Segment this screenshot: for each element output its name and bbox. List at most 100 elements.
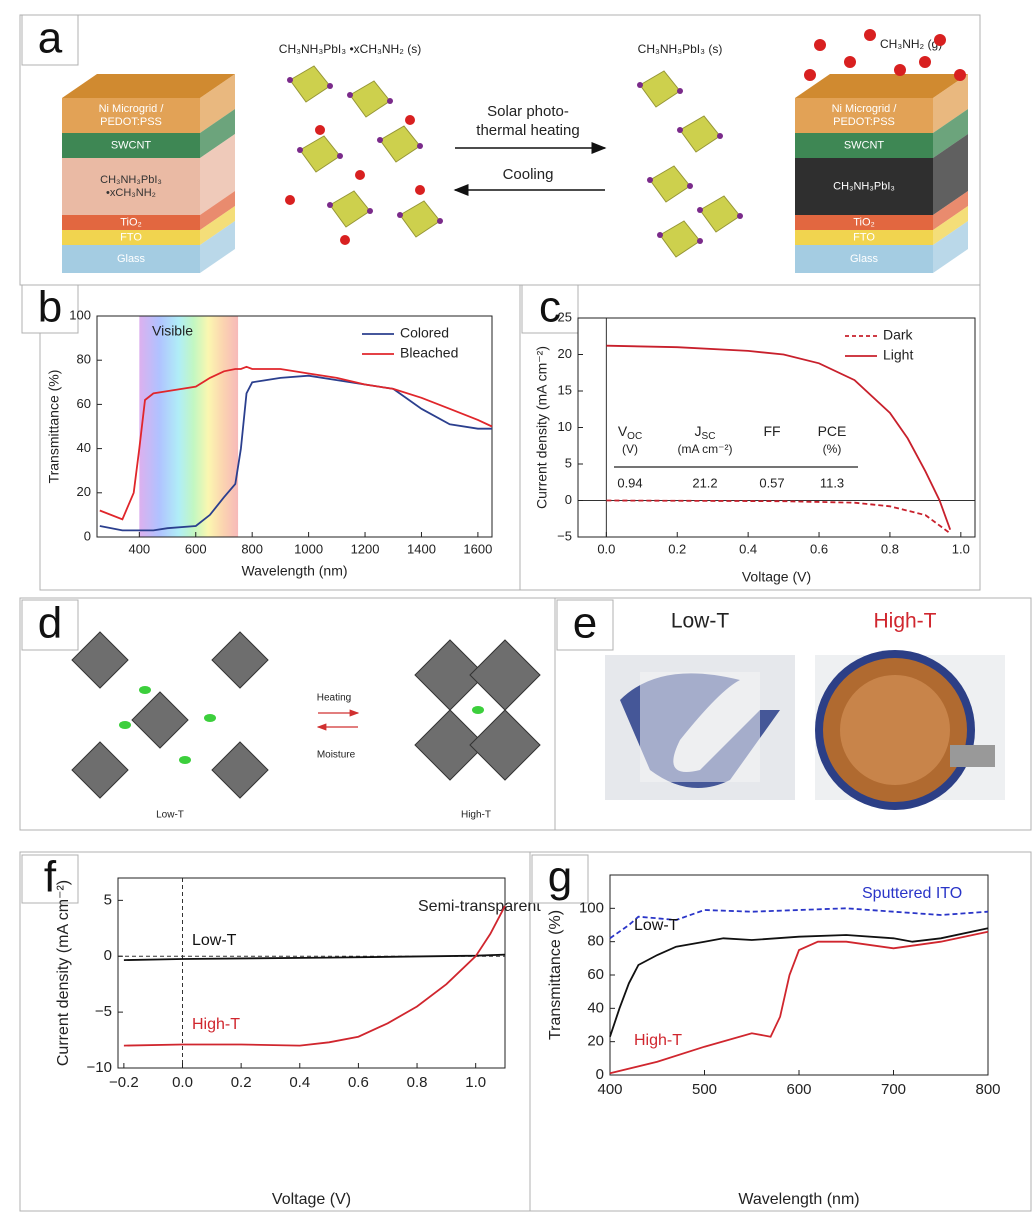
plot-frame [609,874,989,1076]
x-tick-label: 0.0 [597,541,615,556]
x-tick-label: 0.8 [881,541,899,556]
gas-label: CH₃NH₂ (g) [880,37,942,51]
y-tick-label: 0 [596,1066,604,1083]
atom [297,147,303,153]
label-box [21,854,79,904]
octahedron [414,709,486,781]
stack-layer [795,133,933,158]
table-header: PCE [818,423,847,439]
stack-side [200,134,235,215]
stack-layer [62,230,200,245]
x-tick-label: 800 [241,541,263,556]
y-tick-label: 20 [558,346,572,361]
arrow-label: thermal heating [476,122,579,139]
annotation: Semi-transparent [418,898,541,915]
y-tick-label: 20 [587,1033,604,1050]
octahedron [299,135,341,173]
x-tick-label: 1400 [407,541,436,556]
octahedron [399,200,441,238]
layer-label: •xCH₃NH₂ [106,187,156,199]
caption: High-T [461,810,491,821]
y-tick-label: 5 [104,891,112,908]
molecule [894,64,906,76]
stack-side [200,74,235,133]
octahedron [649,165,691,203]
atom [417,143,423,149]
y-axis-label: Current density (mA cm⁻²) [534,346,550,509]
header-symbol: FF [763,423,780,439]
octahedron [699,195,741,233]
octahedron [679,115,721,153]
crystal-structures [285,29,966,258]
stack-side [933,221,968,273]
molecule [954,69,966,81]
y-tick-label: 100 [579,899,604,916]
label-box [21,599,79,651]
header-symbol: V [618,423,628,439]
atom [337,153,343,159]
table-unit: (%) [823,442,842,456]
series-line [606,499,951,535]
x-tick-label: 400 [128,541,150,556]
atom [327,83,333,89]
header-subscript: OC [627,431,642,442]
y-tick-label: 0 [104,947,112,964]
stack-layer [62,98,200,133]
series-label: Low-T [192,932,237,949]
plot-frame [577,317,976,538]
octahedron [469,709,541,781]
cation [204,714,216,722]
y-tick-label: 20 [77,484,91,499]
atom [397,212,403,218]
atom [437,218,443,224]
layer-label: Ni Microgrid / [99,103,165,115]
atom [327,202,333,208]
header-subscript: SC [702,431,716,442]
x-tick-label: 800 [975,1081,1000,1098]
y-tick-label: 60 [587,966,604,983]
legend-label: Bleached [400,345,458,361]
layer-label: TiO₂ [120,216,142,228]
stack-layer [795,158,933,215]
octahedron [131,691,189,749]
atom [717,133,723,139]
table-header: JSC [695,423,716,442]
panel-e: e Low-T High-T [556,599,1005,810]
atom [367,208,373,214]
label-box [521,284,579,334]
x-tick-label: 700 [881,1081,906,1098]
panel-label: f [44,853,57,902]
atom [687,183,693,189]
table-value: 0.57 [759,475,784,490]
table-value: 11.3 [820,475,844,490]
x-tick-label: 1.0 [465,1074,486,1091]
table-value: 0.94 [617,475,642,490]
atom [315,125,325,135]
stack-side [200,206,235,245]
layer-label: Ni Microgrid / [832,103,898,115]
x-tick-label: 0.4 [739,541,757,556]
y-tick-label: −5 [95,1003,112,1020]
molecule [804,69,816,81]
photo-detail [840,675,950,785]
molecule [934,34,946,46]
x-axis-label: Wavelength (nm) [241,563,347,579]
layer-label: FTO [853,231,875,243]
stack-top [62,74,235,98]
y-tick-label: 40 [77,440,91,455]
stack-side [933,74,968,133]
atom [657,232,663,238]
series-line [123,953,506,961]
y-tick-label: 25 [558,309,572,324]
y-tick-label: −5 [557,528,572,543]
panel-label: g [548,853,572,902]
label-box [21,14,79,66]
label-box [531,854,589,904]
y-tick-label: 10 [558,419,572,434]
octahedron [71,631,129,689]
header-symbol: PCE [818,423,847,439]
x-tick-label: 0.2 [231,1074,252,1091]
layer-label: Glass [117,253,146,265]
octahedron [469,639,541,711]
